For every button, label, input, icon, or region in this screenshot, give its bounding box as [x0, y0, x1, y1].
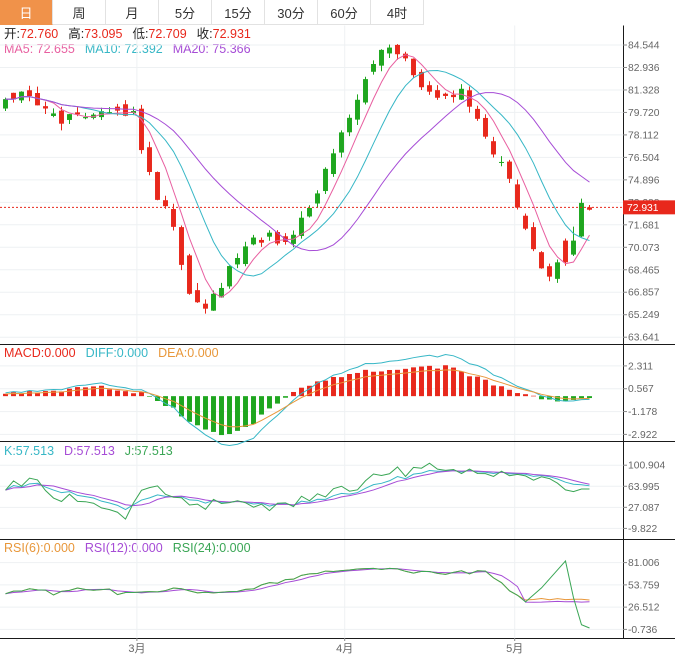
svg-text:100.904: 100.904 — [628, 461, 665, 472]
svg-text:27.087: 27.087 — [628, 503, 660, 514]
svg-text:-9.822: -9.822 — [628, 524, 657, 535]
svg-text:0.567: 0.567 — [628, 384, 654, 395]
svg-text:26.512: 26.512 — [628, 603, 660, 614]
svg-text:4月: 4月 — [336, 643, 353, 655]
svg-text:-1.178: -1.178 — [628, 407, 657, 418]
svg-text:-0.736: -0.736 — [628, 625, 657, 636]
svg-text:84.544: 84.544 — [628, 41, 660, 52]
svg-text:5月: 5月 — [506, 643, 523, 655]
svg-text:71.681: 71.681 — [628, 220, 660, 231]
svg-text:63.995: 63.995 — [628, 482, 660, 493]
svg-text:79.720: 79.720 — [628, 108, 660, 119]
svg-text:72.931: 72.931 — [627, 203, 659, 214]
svg-text:70.073: 70.073 — [628, 243, 660, 254]
svg-text:-2.922: -2.922 — [628, 430, 657, 441]
svg-text:65.249: 65.249 — [628, 310, 660, 321]
svg-text:82.936: 82.936 — [628, 63, 660, 74]
svg-text:63.641: 63.641 — [628, 333, 660, 344]
svg-text:78.112: 78.112 — [628, 130, 659, 141]
svg-text:53.759: 53.759 — [628, 580, 660, 591]
svg-text:74.896: 74.896 — [628, 175, 660, 186]
svg-text:76.504: 76.504 — [628, 153, 660, 164]
svg-text:81.006: 81.006 — [628, 558, 660, 569]
svg-text:3月: 3月 — [128, 643, 145, 655]
svg-text:81.328: 81.328 — [628, 85, 660, 96]
svg-text:66.857: 66.857 — [628, 288, 660, 299]
svg-text:68.465: 68.465 — [628, 265, 660, 276]
svg-text:2.311: 2.311 — [628, 361, 653, 372]
